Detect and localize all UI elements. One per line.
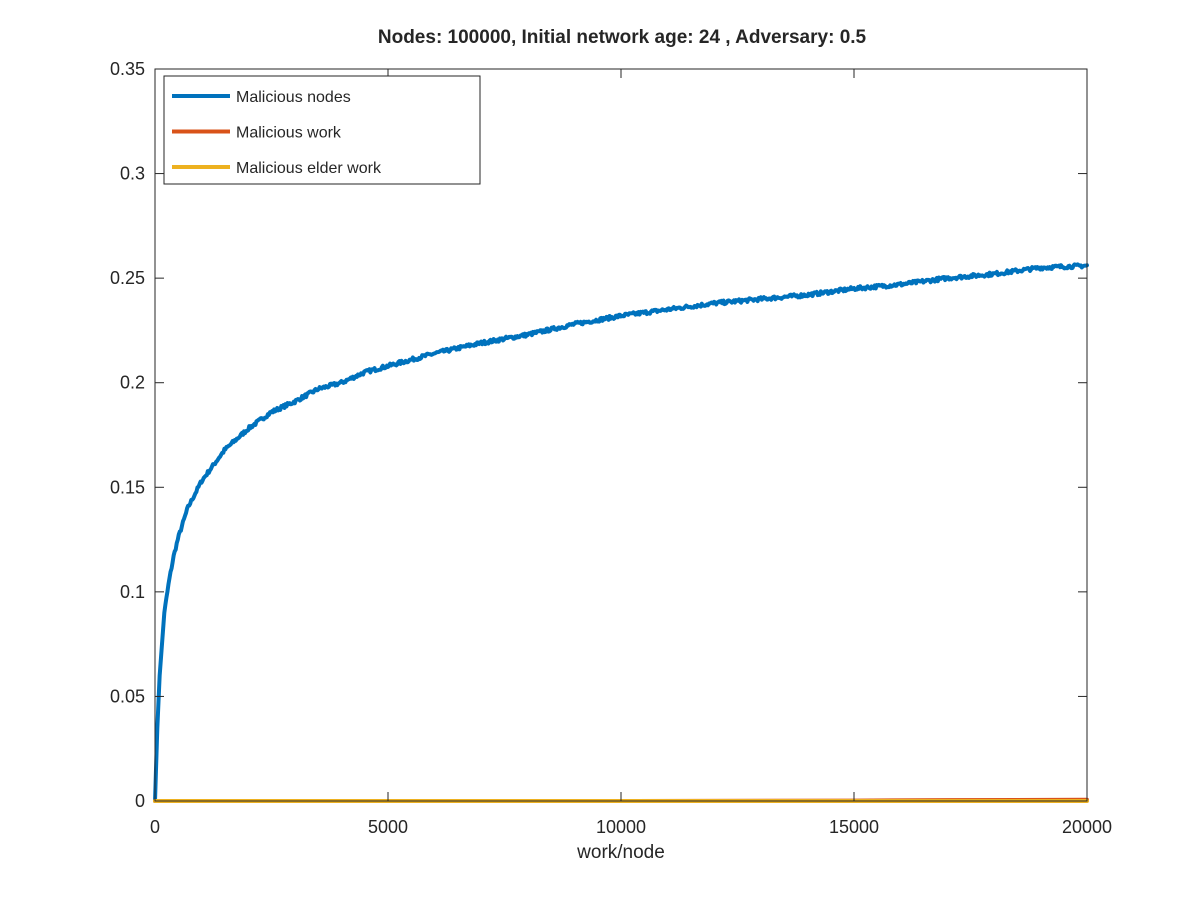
legend-entry: Malicious nodes	[236, 89, 351, 106]
x-axis-label: work/node	[576, 842, 665, 863]
x-tick-label: 10000	[596, 817, 646, 837]
y-tick-label: 0.3	[120, 164, 145, 184]
y-tick-label: 0.15	[110, 477, 145, 497]
series-line-malicious-nodes	[153, 262, 1089, 803]
chart-title: Nodes: 100000, Initial network age: 24 ,…	[378, 27, 867, 48]
x-tick-label: 0	[150, 817, 160, 837]
y-tick-label: 0.1	[120, 582, 145, 602]
y-tick-label: 0.2	[120, 373, 145, 393]
x-tick-label: 5000	[368, 817, 408, 837]
x-tick-label: 20000	[1062, 817, 1112, 837]
y-tick-label: 0.35	[110, 59, 145, 79]
y-tick-label: 0.25	[110, 268, 145, 288]
y-tick-label: 0	[135, 791, 145, 811]
legend: Malicious nodes Malicious work Malicious e…	[163, 75, 481, 185]
y-tick-label: 0.05	[110, 686, 145, 706]
legend-entry: Malicious elder work	[236, 160, 382, 177]
x-tick-label: 15000	[829, 817, 879, 837]
legend-entry: Malicious work	[236, 125, 342, 142]
